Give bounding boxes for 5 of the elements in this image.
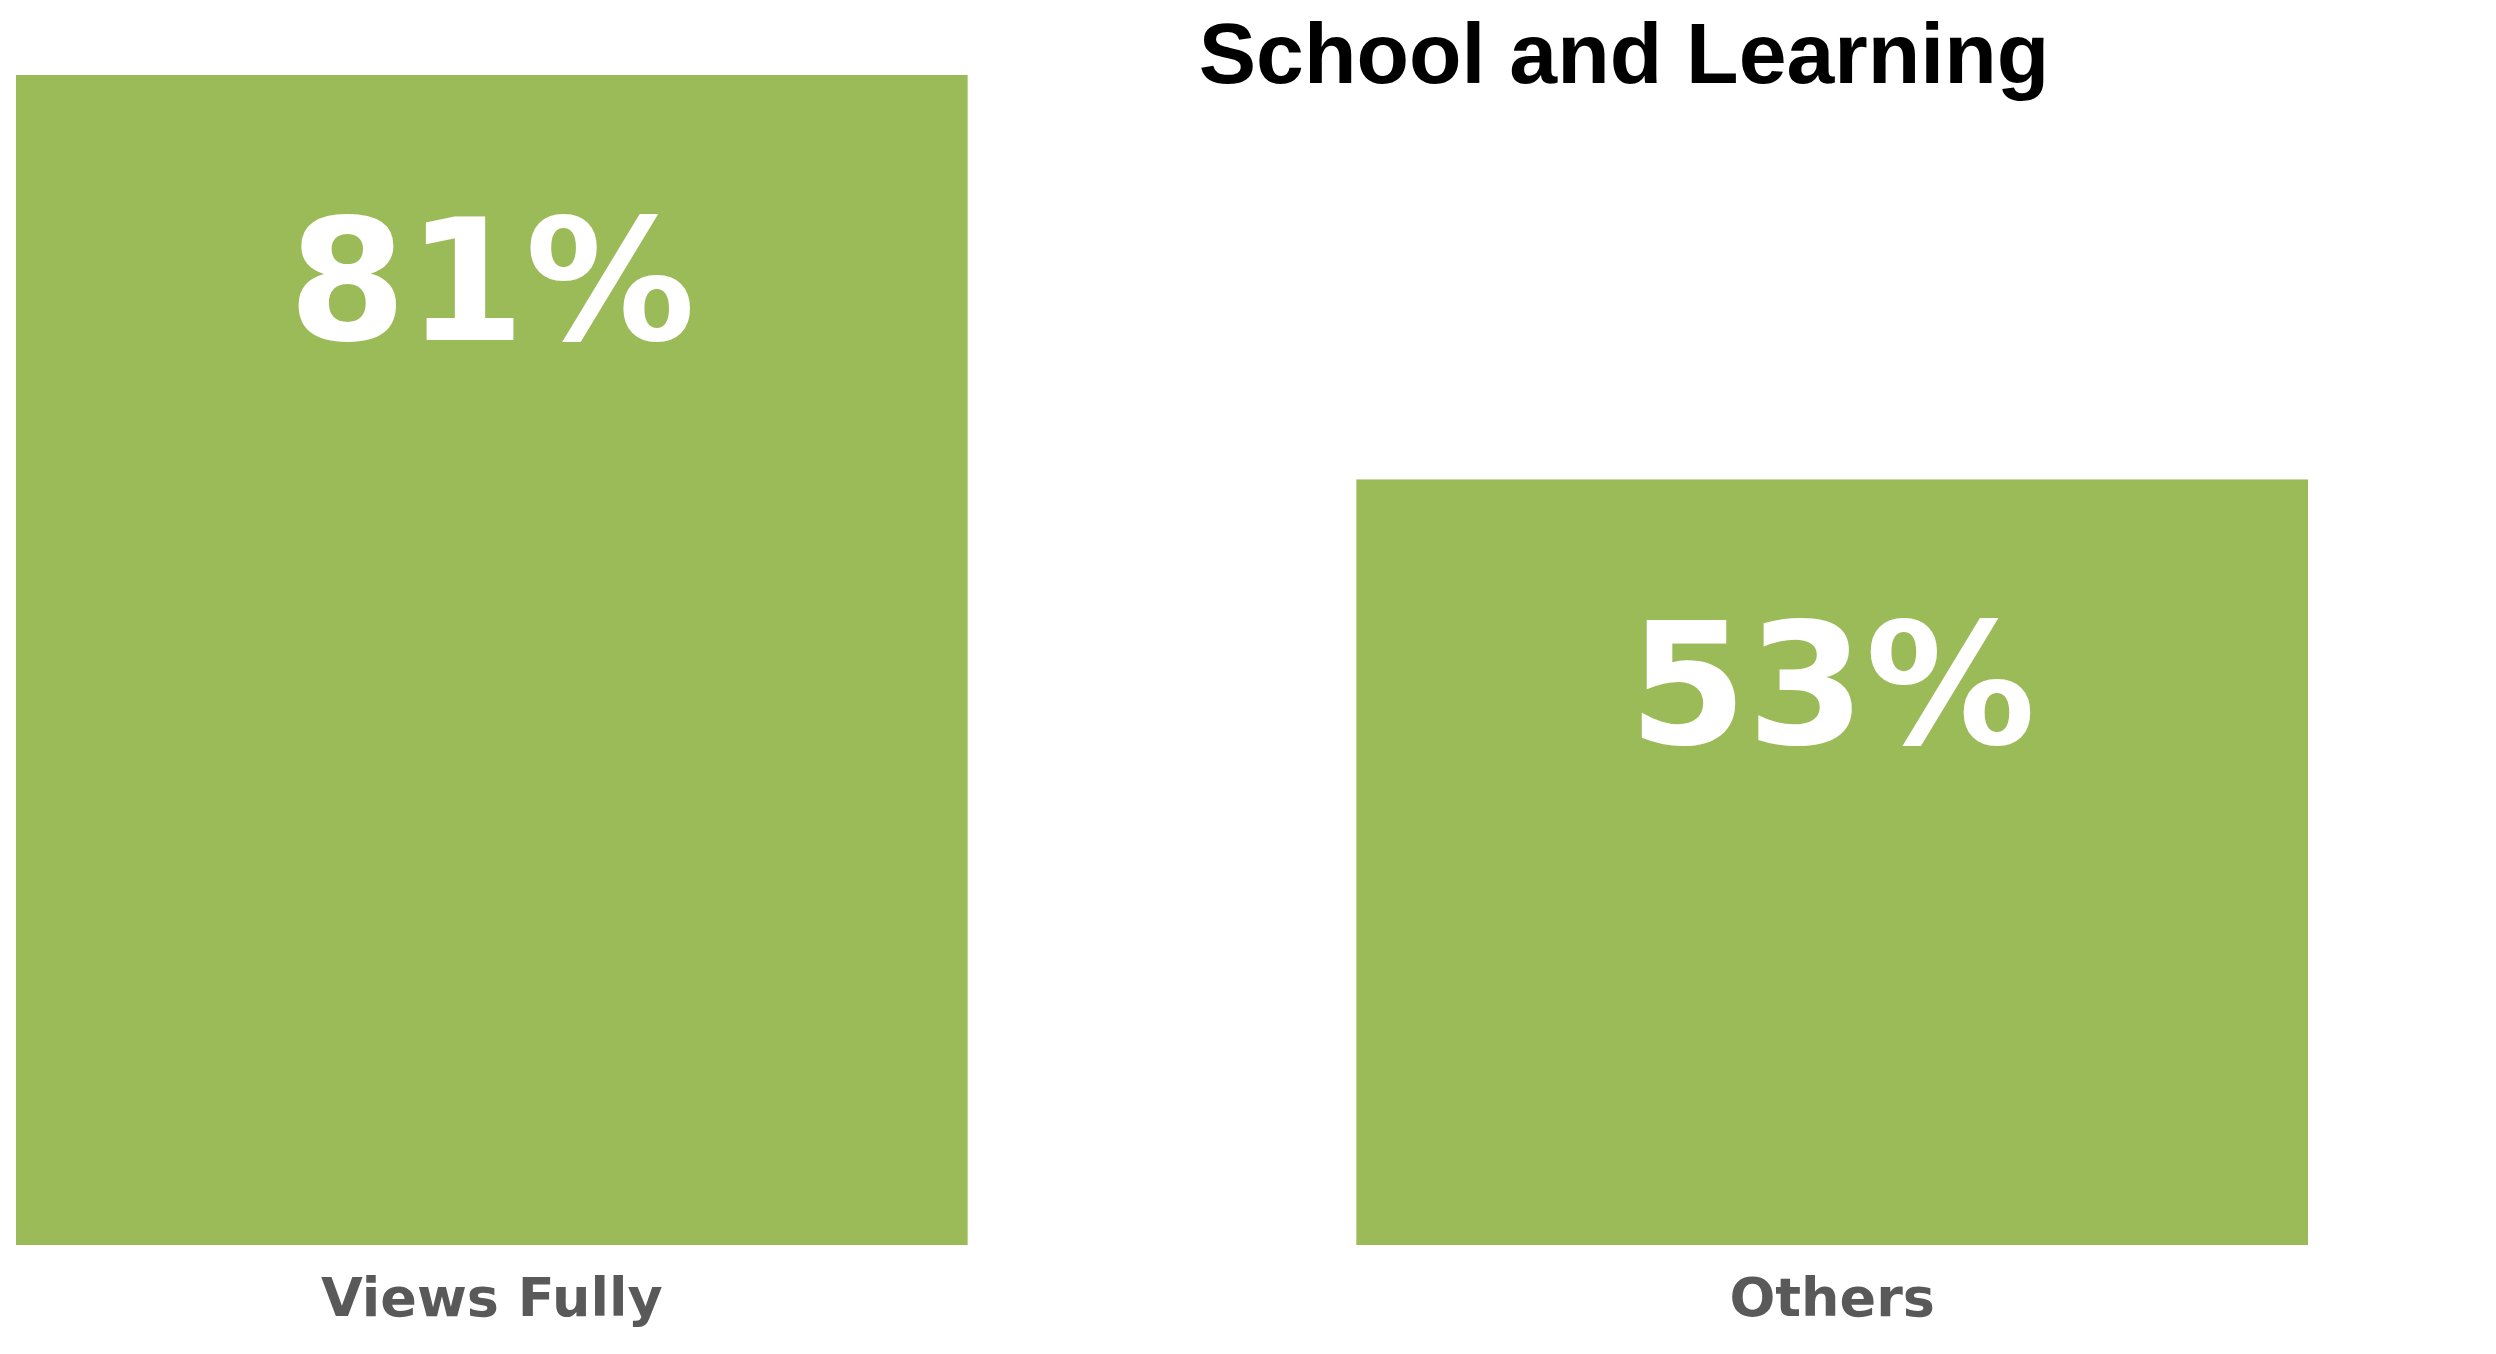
data-label: 53%: [1628, 586, 2036, 785]
x-tick-label: Views Fully: [320, 1266, 663, 1329]
data-label: 81%: [288, 182, 696, 380]
x-tick-label: Others: [1729, 1266, 1935, 1329]
chart-title: School and Learning: [1198, 5, 2050, 101]
